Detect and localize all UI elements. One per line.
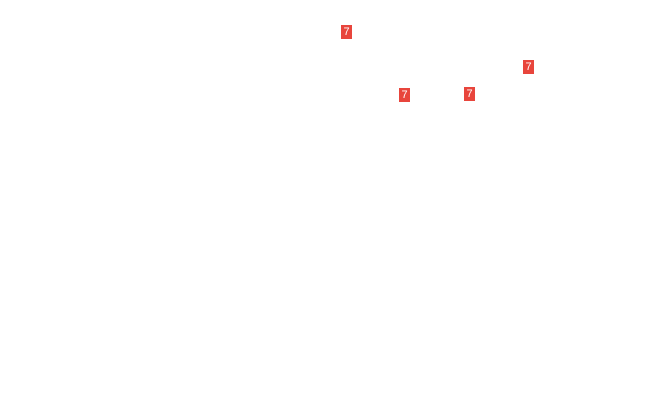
count-badge[interactable]: 7	[464, 87, 475, 101]
count-badge[interactable]: 7	[341, 25, 352, 39]
count-badge[interactable]: 7	[399, 88, 410, 102]
count-badge[interactable]: 7	[523, 60, 534, 74]
